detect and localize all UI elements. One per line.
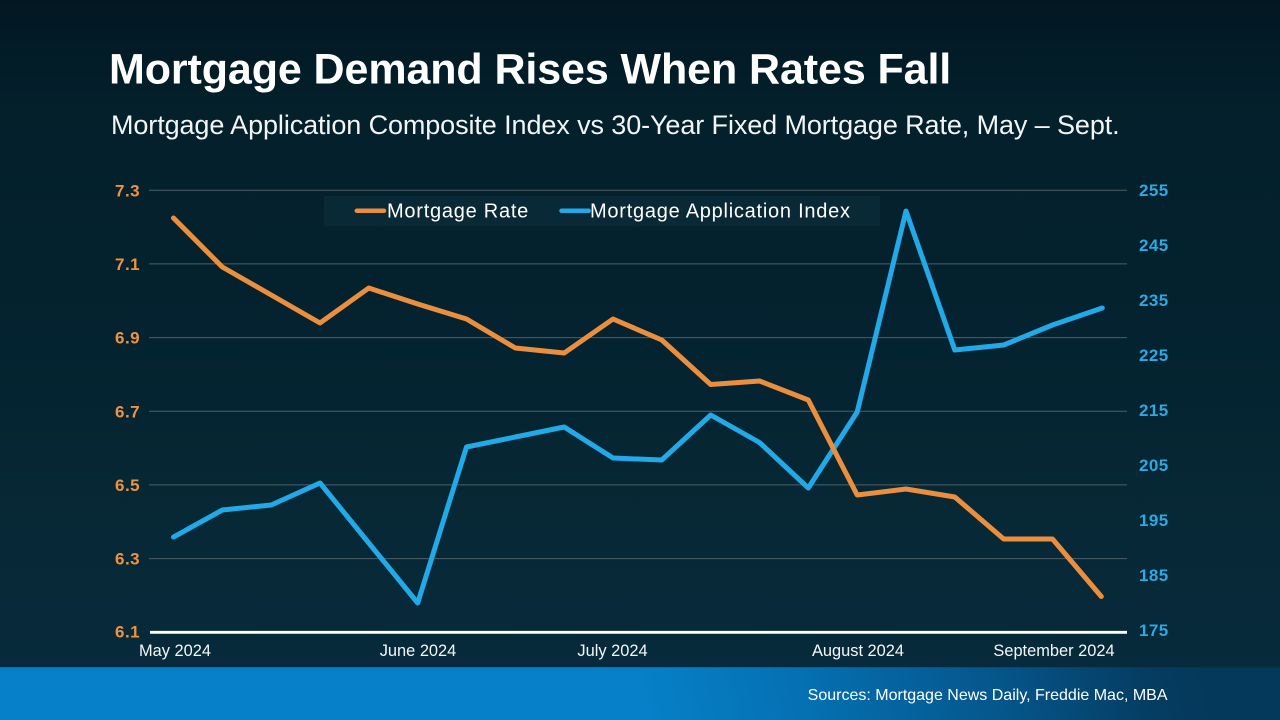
- svg-text:Mortgage Application Composite: Mortgage Application Composite Index vs …: [111, 110, 1120, 140]
- svg-text:Mortgage Demand Rises When Rat: Mortgage Demand Rises When Rates Fall: [109, 46, 951, 94]
- svg-text:6.5: 6.5: [115, 476, 140, 495]
- svg-text:185: 185: [1139, 566, 1169, 585]
- svg-text:255: 255: [1139, 181, 1169, 200]
- svg-text:Sources: Mortgage News Daily,: Sources: Mortgage News Daily, Freddie Ma…: [808, 687, 1168, 704]
- svg-text:Mortgage Rate: Mortgage Rate: [387, 201, 529, 223]
- svg-text:215: 215: [1139, 401, 1169, 420]
- svg-text:6.9: 6.9: [115, 329, 140, 348]
- svg-text:225: 225: [1139, 346, 1169, 365]
- svg-text:6.1: 6.1: [115, 622, 140, 641]
- svg-text:August 2024: August 2024: [812, 642, 904, 660]
- svg-text:7.1: 7.1: [115, 255, 140, 274]
- svg-text:July 2024: July 2024: [577, 642, 647, 660]
- svg-text:September 2024: September 2024: [993, 642, 1114, 660]
- svg-text:June 2024: June 2024: [380, 642, 457, 660]
- svg-text:May 2024: May 2024: [139, 642, 211, 660]
- svg-text:235: 235: [1139, 291, 1169, 310]
- svg-text:205: 205: [1139, 456, 1169, 475]
- svg-text:6.7: 6.7: [115, 402, 140, 421]
- svg-text:7.3: 7.3: [115, 181, 140, 200]
- svg-text:6.3: 6.3: [115, 550, 140, 569]
- svg-text:195: 195: [1139, 511, 1169, 530]
- svg-text:175: 175: [1139, 621, 1169, 640]
- svg-text:245: 245: [1139, 236, 1169, 255]
- svg-text:Mortgage Application Index: Mortgage Application Index: [590, 201, 851, 223]
